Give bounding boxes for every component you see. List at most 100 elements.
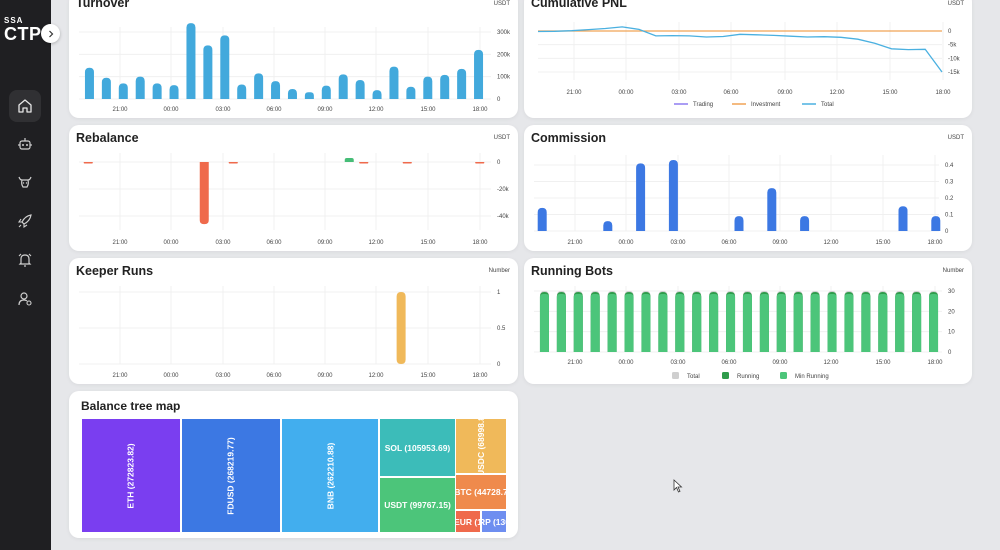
commission-bar	[537, 207, 547, 231]
legend-label: Running	[737, 374, 759, 380]
y-tick-label: -20k	[497, 187, 510, 193]
balance-treemap-card: Balance tree map ETH (272823.82) FDUSD (2…	[69, 391, 518, 538]
nav-account[interactable]	[9, 283, 41, 315]
x-tick-label: 09:00	[777, 90, 793, 96]
card-title: Cumulative PNL	[531, 0, 627, 10]
x-tick-label: 03:00	[215, 373, 231, 379]
min-running-bar	[641, 294, 651, 352]
running-bots-chart: 30 20 10 0 21:00 00:00 03:00 06:00 09:00 12:00 15:…	[534, 286, 955, 380]
keeper-runs-chart: 1 0.5 0 21:00 00:00 03:00 06:00 09:00 12:00 15:00…	[79, 286, 506, 379]
y-tick-label: 0.4	[945, 163, 954, 169]
turnover-bar	[440, 74, 450, 99]
min-running-bar	[827, 294, 837, 352]
nav-home[interactable]	[9, 90, 41, 122]
mouse-cursor-icon	[673, 479, 683, 493]
cumulative-pnl-chart: 0 -5k -10k -15k 21:00 00:00 03:00 06:00 09:00 12:…	[537, 22, 961, 108]
y-tick-label: 0	[497, 97, 501, 103]
rebalance-card: Rebalance USDT 0 -20k -40k 21:00 00:00 03:00 0…	[69, 125, 518, 251]
nav-bots[interactable]	[9, 128, 41, 160]
x-tick-label: 09:00	[317, 373, 333, 379]
x-tick-label: 09:00	[317, 240, 333, 246]
x-tick-label: 06:00	[723, 90, 739, 96]
nav-alerts[interactable]	[9, 244, 41, 276]
x-tick-label: 12:00	[823, 240, 839, 246]
sidebar: SSA CTP	[0, 0, 51, 550]
min-running-bar	[675, 294, 685, 352]
treemap-cell-label: EUR (1	[455, 516, 481, 527]
y-tick-label: 30	[948, 289, 955, 295]
card-title: Balance tree map	[81, 399, 181, 413]
sidebar-toggle-button[interactable]	[41, 24, 60, 43]
turnover-bar	[389, 66, 399, 99]
commission-bar	[800, 216, 810, 231]
x-tick-label: 18:00	[472, 107, 488, 113]
treemap-cell[interactable]: ETH (272823.82)	[81, 418, 181, 533]
logo-small-text: SSA	[4, 16, 24, 25]
treemap-cell[interactable]: EUR (1	[455, 510, 481, 533]
turnover-bar	[169, 85, 179, 99]
treemap-cell[interactable]: USDT (99767.15)	[379, 477, 456, 533]
x-tick-label: 21:00	[567, 360, 583, 366]
turnover-bar	[135, 76, 145, 99]
x-tick-label: 03:00	[670, 360, 686, 366]
y-tick-label: 200k	[497, 52, 511, 58]
x-tick-label: 00:00	[163, 107, 179, 113]
alarm-icon	[18, 253, 32, 267]
treemap-cell-label: SOL (105953.69)	[384, 442, 451, 453]
treemap-cell-label: XRP (1306	[482, 516, 506, 527]
min-running-bar	[776, 294, 786, 352]
treemap-cell[interactable]: USDC (68998.8	[455, 418, 507, 474]
x-tick-label: 03:00	[671, 90, 687, 96]
min-running-bar	[759, 294, 769, 352]
x-tick-label: 06:00	[721, 240, 737, 246]
legend-label: Total	[687, 374, 700, 380]
unit-label: Number	[488, 268, 510, 274]
turnover-bar	[372, 90, 382, 99]
card-title: Turnover	[76, 0, 130, 10]
commission-chart: 0.4 0.3 0.2 0.1 0 21:00 00:00 03:00 06:00 09:00 12…	[534, 155, 954, 246]
treemap-cell-label: BTC (44728.7	[455, 487, 507, 497]
chevron-right-icon	[48, 30, 53, 37]
x-tick-label: 21:00	[112, 240, 128, 246]
turnover-bar	[304, 92, 314, 99]
y-tick-label: -5k	[948, 43, 957, 49]
treemap-cell[interactable]: FDUSD (268219.77)	[181, 418, 281, 533]
x-tick-label: 18:00	[472, 373, 488, 379]
turnover-bar	[406, 86, 416, 99]
rocket-icon	[17, 214, 32, 229]
y-tick-label: 20	[948, 309, 955, 315]
legend-label: Min Running	[795, 374, 829, 380]
nav-launch[interactable]	[9, 205, 41, 237]
treemap-cell-label: ETH (272823.82)	[125, 442, 136, 509]
legend-label: Investment	[751, 102, 781, 108]
turnover-bar	[474, 49, 484, 99]
y-tick-label: 0.1	[945, 213, 954, 219]
min-running-bar	[607, 294, 617, 352]
legend-label: Trading	[693, 102, 713, 108]
x-tick-label: 06:00	[266, 373, 282, 379]
treemap-cell[interactable]: BTC (44728.7	[455, 474, 507, 510]
treemap-cell[interactable]: BNB (262210.88)	[281, 418, 379, 533]
user-settings-icon	[18, 292, 32, 306]
x-tick-label: 15:00	[882, 90, 898, 96]
turnover-bar	[237, 84, 247, 99]
y-tick-label: -10k	[948, 56, 961, 62]
min-running-bar	[539, 294, 549, 352]
y-tick-label: 0.2	[945, 196, 954, 202]
unit-label: USDT	[493, 135, 510, 141]
treemap-cell[interactable]: XRP (1306	[481, 510, 507, 533]
turnover-bar	[321, 85, 331, 99]
y-tick-label: 0	[945, 229, 949, 235]
treemap-cell[interactable]: SOL (105953.69)	[379, 418, 456, 477]
turnover-bar	[84, 67, 94, 99]
min-running-bar	[861, 294, 871, 352]
min-running-bar	[912, 294, 922, 352]
running-bots-card: Running Bots Number 30 20 10 0 21:00 00:00 03:…	[524, 258, 972, 384]
card-title: Commission	[531, 131, 607, 145]
turnover-bar	[338, 74, 348, 99]
x-tick-label: 18:00	[472, 240, 488, 246]
nav-market[interactable]	[9, 166, 41, 198]
min-running-bar	[556, 294, 566, 352]
turnover-bar	[152, 83, 162, 99]
rebalance-chart: 0 -20k -40k 21:00 00:00 03:00 06:00 09:00 12:00 1…	[79, 153, 510, 246]
